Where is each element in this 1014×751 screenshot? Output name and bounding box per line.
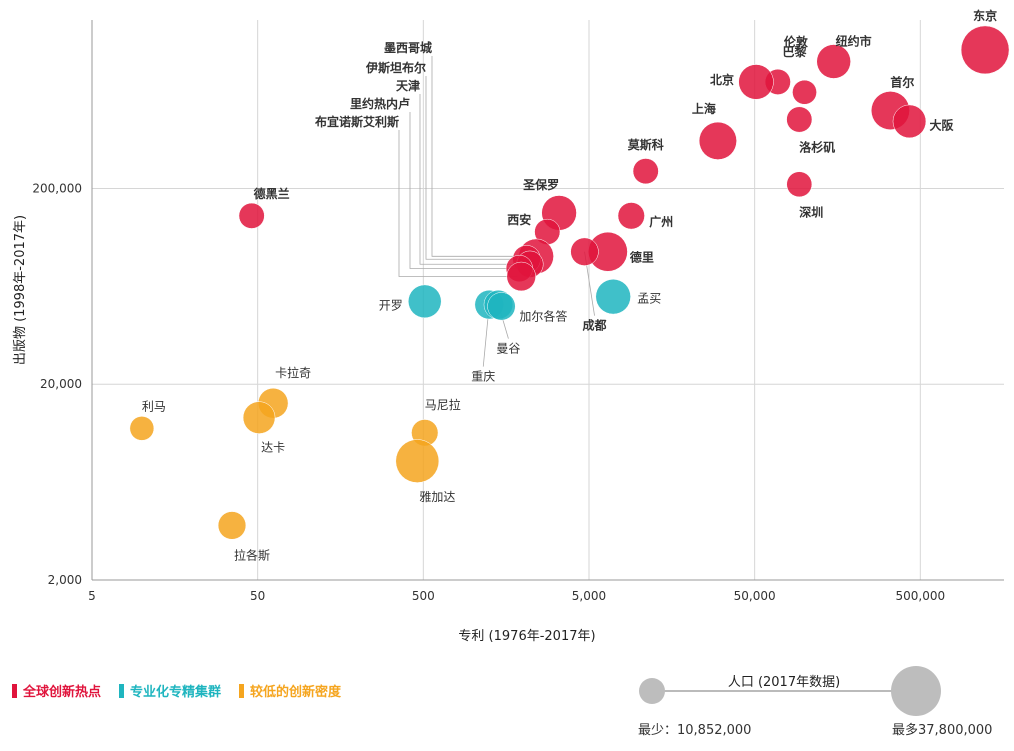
bubble-label: 曼谷 xyxy=(496,342,520,356)
y-tick-label: 200,000 xyxy=(32,181,82,195)
size-legend-min-label: 最少：10,852,000 xyxy=(638,723,751,738)
x-tick-label: 50 xyxy=(250,589,265,603)
bubble-label: 达卡 xyxy=(261,441,285,455)
bubble-label: 伦敦 xyxy=(784,34,809,49)
bubble-label: 马尼拉 xyxy=(425,397,461,412)
size-legend: 人口 (2017年数据) 最少：10,852,000 最多37,800,000 xyxy=(638,666,992,738)
legend-label-low-density: 较低的创新密度 xyxy=(250,685,342,700)
bubble-label: 天津 xyxy=(396,78,420,93)
y-tick-label: 2,000 xyxy=(48,573,82,587)
bubble-label: 上海 xyxy=(692,101,716,116)
bubble xyxy=(617,202,645,230)
size-legend-min-circle xyxy=(639,678,665,704)
bubble-label: 墨西哥城 xyxy=(384,40,432,55)
legend-item-hotspot: 全球创新热点 xyxy=(12,681,101,700)
bubble xyxy=(129,416,155,441)
x-tick-label: 5 xyxy=(88,589,96,603)
grid-lines xyxy=(92,20,1004,580)
bubble-label: 重庆 xyxy=(471,370,495,384)
bubble-label: 加尔各答 xyxy=(519,308,567,323)
bubble-label: 大阪 xyxy=(929,117,954,132)
leader-line xyxy=(398,130,518,277)
bubble xyxy=(242,401,276,434)
bubble-label: 西安 xyxy=(507,212,531,227)
leader-lines xyxy=(398,56,595,367)
y-tick-label: 20,000 xyxy=(40,377,82,391)
bubble-label: 深圳 xyxy=(799,204,823,219)
bubble-label: 东京 xyxy=(973,8,997,23)
size-legend-max-circle xyxy=(891,666,941,716)
bubble xyxy=(506,261,536,292)
x-tick-label: 50,000 xyxy=(734,589,776,603)
axes: 5 50 500 5,000 50,000 500,000 2,000 20,000 200,0… xyxy=(32,20,1004,603)
legend-label-hotspot: 全球创新热点 xyxy=(23,685,102,700)
bubble-label: 广州 xyxy=(649,214,673,229)
bubble xyxy=(487,292,516,321)
bubble-label: 首尔 xyxy=(890,75,914,90)
bubble xyxy=(786,171,813,198)
x-axis-title: 专利 (1976年-2017年) xyxy=(458,629,595,644)
x-tick-label: 5,000 xyxy=(572,589,606,603)
bubble xyxy=(786,106,813,133)
bubble xyxy=(595,279,631,315)
bubble-label: 洛杉矶 xyxy=(799,139,835,154)
bubble-label: 利马 xyxy=(142,399,166,413)
bubble-label: 伊斯坦布尔 xyxy=(365,60,426,75)
bubble-label: 圣保罗 xyxy=(522,177,559,192)
bubble xyxy=(792,79,817,105)
bubble xyxy=(960,25,1010,75)
bubble-label: 纽约市 xyxy=(836,34,872,49)
legend-item-specialized: 专业化专精集群 xyxy=(119,681,221,700)
bubble-label: 巴黎 xyxy=(783,44,807,59)
bubble-label: 德黑兰 xyxy=(254,186,290,201)
bubble-label: 德里 xyxy=(630,250,654,265)
leader-line xyxy=(419,94,526,265)
legend-swatch-low-density xyxy=(239,683,245,698)
bubble-label: 莫斯科 xyxy=(628,137,664,152)
bubble xyxy=(698,121,737,160)
y-axis-title: 出版物 (1998年-2017年) xyxy=(13,215,28,365)
bubble-label: 里约热内卢 xyxy=(350,96,410,111)
bubble-label: 布宜诺斯艾利斯 xyxy=(315,114,399,129)
bubble-label: 孟买 xyxy=(637,292,661,306)
size-legend-title: 人口 (2017年数据) xyxy=(728,675,840,690)
bubble-label: 雅加达 xyxy=(419,489,455,504)
legend-swatch-hotspot xyxy=(12,683,17,698)
bubble xyxy=(570,237,599,266)
x-tick-label: 500 xyxy=(412,589,435,603)
legend-swatch-specialized xyxy=(119,683,125,698)
bubble-label: 拉各斯 xyxy=(234,547,270,562)
bubble-label: 卡拉奇 xyxy=(275,365,311,380)
legend-label-specialized: 专业化专精集群 xyxy=(130,685,222,700)
bubble xyxy=(892,104,927,139)
bubble xyxy=(395,439,440,483)
legend-item-low-density: 较低的创新密度 xyxy=(239,681,341,700)
bubble xyxy=(408,284,442,319)
bubble xyxy=(632,158,659,185)
bubbles xyxy=(129,25,1010,540)
bubble-label: 北京 xyxy=(710,72,734,87)
bubble xyxy=(738,64,774,100)
bubble-label: 成都 xyxy=(583,318,607,333)
bubble xyxy=(238,202,265,229)
leader-line xyxy=(409,112,516,269)
leader-line xyxy=(425,76,523,260)
bubble-label: 开罗 xyxy=(379,298,403,312)
bubble xyxy=(217,511,247,540)
bubble xyxy=(816,44,851,79)
size-legend-max-label: 最多37,800,000 xyxy=(892,722,992,738)
leader-line xyxy=(431,56,533,257)
x-tick-label: 500,000 xyxy=(896,589,946,603)
category-legend: 全球创新热点 专业化专精集群 较低的创新密度 xyxy=(12,681,341,700)
